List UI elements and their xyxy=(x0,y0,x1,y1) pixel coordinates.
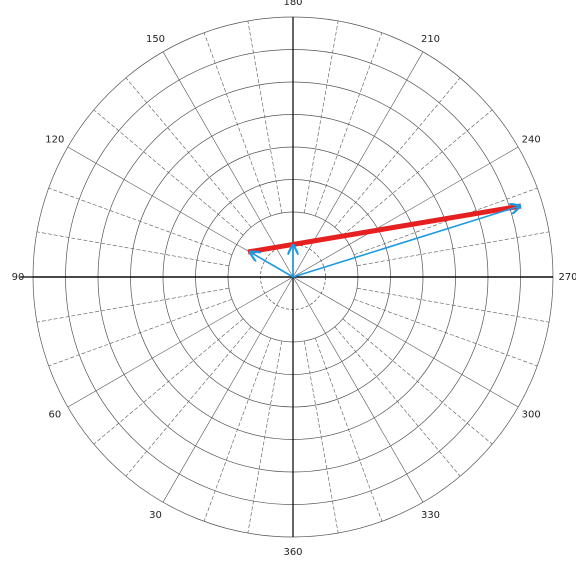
grid-spoke xyxy=(353,187,538,256)
grid-spoke xyxy=(303,340,339,534)
grid-spoke xyxy=(48,298,233,367)
grid-spoke xyxy=(292,276,424,503)
angle-label: 30 xyxy=(149,510,162,521)
grid-spoke xyxy=(353,298,538,367)
angle-label: 150 xyxy=(146,34,165,45)
grid-spoke xyxy=(93,109,244,236)
polar-grid xyxy=(20,16,554,538)
angle-label: 240 xyxy=(522,135,541,146)
grid-spoke xyxy=(292,276,519,408)
grid-spoke xyxy=(314,32,383,217)
grid-spoke xyxy=(334,77,461,228)
angle-label: 120 xyxy=(45,135,64,146)
grid-spoke xyxy=(48,187,233,256)
angle-label: 270 xyxy=(558,272,576,283)
grid-spoke xyxy=(203,337,272,522)
grid-spoke xyxy=(162,51,294,278)
angle-label: 210 xyxy=(421,34,440,45)
angle-label: 90 xyxy=(12,272,25,283)
grid-spoke xyxy=(334,326,461,477)
angle-label: 180 xyxy=(283,0,302,8)
grid-spoke xyxy=(314,337,383,522)
vectors xyxy=(247,203,522,278)
grid-spoke xyxy=(67,276,294,408)
grid-spoke xyxy=(125,77,252,228)
grid-spoke xyxy=(125,326,252,477)
vector-arrow xyxy=(292,206,520,278)
grid-spoke xyxy=(162,276,294,503)
grid-spoke xyxy=(247,340,283,534)
grid-spoke xyxy=(356,287,550,323)
angle-label: 300 xyxy=(522,410,541,421)
grid-spoke xyxy=(203,32,272,217)
grid-spoke xyxy=(342,318,493,445)
grid-spoke xyxy=(356,231,550,267)
vector-arrow xyxy=(250,252,294,278)
grid-spoke xyxy=(292,146,519,278)
grid-spoke xyxy=(36,287,230,323)
grid-spoke xyxy=(303,20,339,214)
resultant-line xyxy=(247,203,522,255)
grid-spoke xyxy=(247,20,283,214)
grid-spoke xyxy=(342,109,493,236)
angle-label: 360 xyxy=(283,547,302,558)
angle-label: 60 xyxy=(48,410,61,421)
angle-label: 330 xyxy=(421,510,440,521)
grid-spoke xyxy=(36,231,230,267)
grid-spoke xyxy=(93,318,244,445)
